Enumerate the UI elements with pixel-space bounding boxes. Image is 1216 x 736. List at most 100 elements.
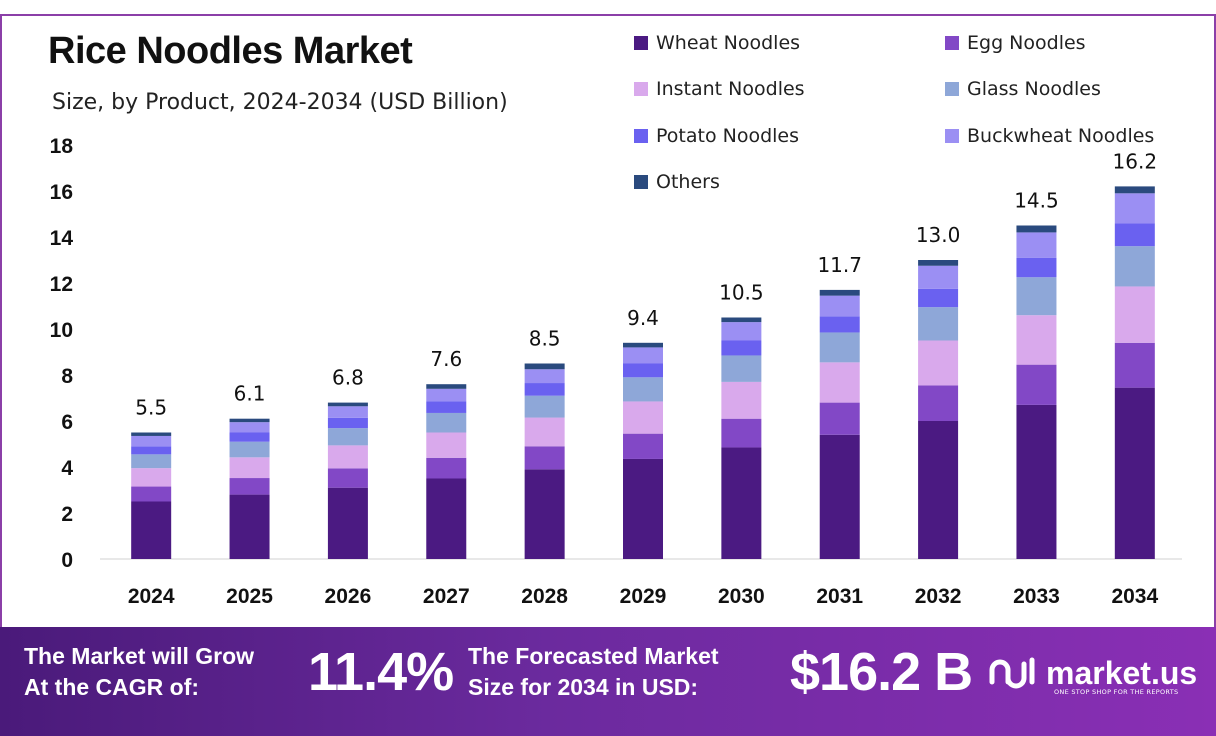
bar-segment-instant-noodles [524, 417, 565, 447]
legend-label: Egg Noodles [967, 32, 1086, 54]
y-tick-label: 18 [50, 135, 74, 158]
bar-segment-glass-noodles [1114, 246, 1155, 287]
legend-label: Instant Noodles [656, 78, 805, 100]
y-tick-label: 0 [61, 549, 73, 572]
data-label: 6.1 [234, 382, 266, 406]
bar-segment-glass-noodles [918, 307, 959, 341]
bar-segment-instant-noodles [131, 468, 172, 487]
cagr-label-line1: The Market will Grow [24, 643, 255, 669]
legend-swatch [945, 36, 959, 50]
legend-item-egg-noodles: Egg Noodles [945, 32, 1086, 54]
bar-segment-others [327, 402, 368, 407]
data-label: 10.5 [719, 281, 764, 305]
bar-segment-wheat-noodles [918, 421, 959, 559]
legend-label: Others [656, 171, 720, 193]
bar-segment-instant-noodles [721, 381, 762, 419]
stacked-bar-chart: 0 2 4 6 8 10 12 14 16 18 5.5 2024 6.1 2025 6.8 2026 7.6 2… [50, 135, 1182, 608]
brand-name: market.us [1046, 654, 1198, 691]
bar-segment-wheat-noodles [1016, 404, 1057, 559]
bar-segment-buckwheat-noodles [918, 265, 959, 289]
bar-segment-glass-noodles [623, 377, 663, 402]
x-tick-label: 2028 [521, 585, 568, 608]
bar-segment-buckwheat-noodles [1016, 232, 1057, 258]
x-tick-label: 2024 [128, 585, 175, 608]
y-tick-label: 4 [61, 457, 73, 480]
bar-segment-egg-noodles [426, 457, 467, 479]
bar-segment-instant-noodles [1114, 286, 1155, 343]
legend-swatch [634, 36, 648, 50]
bar-segment-egg-noodles [524, 446, 565, 470]
bar-segment-others [524, 363, 565, 370]
summary-banner: The Market will Grow At the CAGR of: 11.… [0, 627, 1216, 736]
bar-segment-others [819, 289, 860, 296]
legend-swatch [634, 175, 648, 189]
bar-segment-potato-noodles [1114, 223, 1155, 247]
market-us-logo-icon [989, 657, 1035, 689]
bar-segment-glass-noodles [229, 441, 270, 458]
x-tick-label: 2032 [915, 585, 962, 608]
bar-segment-glass-noodles [131, 454, 172, 469]
y-tick-label: 6 [61, 411, 73, 434]
bar-segment-instant-noodles [819, 362, 860, 403]
data-label: 14.5 [1014, 189, 1059, 213]
x-tick-label: 2025 [226, 585, 273, 608]
bar-segment-wheat-noodles [721, 447, 762, 559]
bar-segment-others [1016, 225, 1057, 233]
bar-segment-wheat-noodles [819, 434, 860, 559]
chart-title: Rice Noodles Market [48, 30, 413, 72]
x-tick-label: 2027 [423, 585, 470, 608]
bar-segment-instant-noodles [327, 445, 368, 469]
data-label: 13.0 [916, 223, 961, 247]
bar-segment-glass-noodles [1016, 277, 1057, 316]
bar-segment-egg-noodles [721, 418, 762, 448]
bar-segment-instant-noodles [1016, 315, 1057, 365]
legend-item-glass-noodles: Glass Noodles [945, 78, 1101, 100]
data-label: 16.2 [1113, 149, 1158, 173]
bar-segment-wheat-noodles [1114, 387, 1155, 559]
bar-segment-instant-noodles [623, 401, 663, 434]
chart-subtitle: Size, by Product, 2024-2034 (USD Billion… [52, 90, 508, 115]
bar-segment-buckwheat-noodles [131, 435, 172, 447]
x-tick-label: 2031 [816, 585, 863, 608]
chart-frame [0, 14, 1216, 736]
bar-segment-glass-noodles [524, 395, 565, 418]
x-tick-label: 2029 [620, 585, 667, 608]
y-tick-label: 2 [61, 503, 73, 526]
bar-segment-egg-noodles [327, 468, 368, 488]
bar-segment-glass-noodles [819, 332, 860, 363]
bar-segment-egg-noodles [819, 402, 860, 435]
y-tick-label: 10 [50, 319, 73, 342]
cagr-value: 11.4% [308, 642, 454, 702]
cagr-label-line2: At the CAGR of: [24, 674, 200, 700]
bar-segment-buckwheat-noodles [1114, 193, 1155, 224]
forecast-label: The Forecasted Market Size for 2034 in U… [468, 641, 719, 703]
bar-segment-buckwheat-noodles [327, 406, 368, 418]
bar-segment-potato-noodles [1016, 257, 1057, 278]
bar-segment-potato-noodles [623, 363, 663, 378]
x-tick-label: 2026 [325, 585, 372, 608]
legend-label: Glass Noodles [967, 78, 1101, 100]
y-tick-label: 8 [61, 365, 73, 388]
legend-swatch [634, 129, 648, 143]
bar-segment-potato-noodles [819, 316, 860, 333]
bar-segment-others [918, 260, 959, 266]
bar-segment-others [721, 317, 762, 323]
data-label: 9.4 [627, 306, 659, 330]
bar-segment-egg-noodles [623, 433, 663, 459]
bar-segment-potato-noodles [229, 432, 270, 442]
data-label: 8.5 [529, 327, 561, 351]
bar-segment-egg-noodles [131, 486, 172, 502]
bar-segment-wheat-noodles [131, 501, 172, 559]
legend-item-instant-noodles: Instant Noodles [634, 78, 805, 100]
brand-tagline: ONE STOP SHOP FOR THE REPORTS [1054, 688, 1179, 696]
bar-segment-instant-noodles [426, 432, 467, 458]
data-label: 6.8 [332, 366, 364, 390]
legend-item-buckwheat-noodles: Buckwheat Noodles [945, 125, 1154, 147]
y-tick-label: 12 [50, 273, 73, 296]
bar-segment-buckwheat-noodles [623, 347, 663, 364]
legend-item-others: Others [634, 171, 720, 193]
bar-segment-others [426, 384, 467, 389]
bar-segment-buckwheat-noodles [524, 369, 565, 384]
x-tick-label: 2033 [1013, 585, 1060, 608]
bar-segment-potato-noodles [426, 401, 467, 413]
